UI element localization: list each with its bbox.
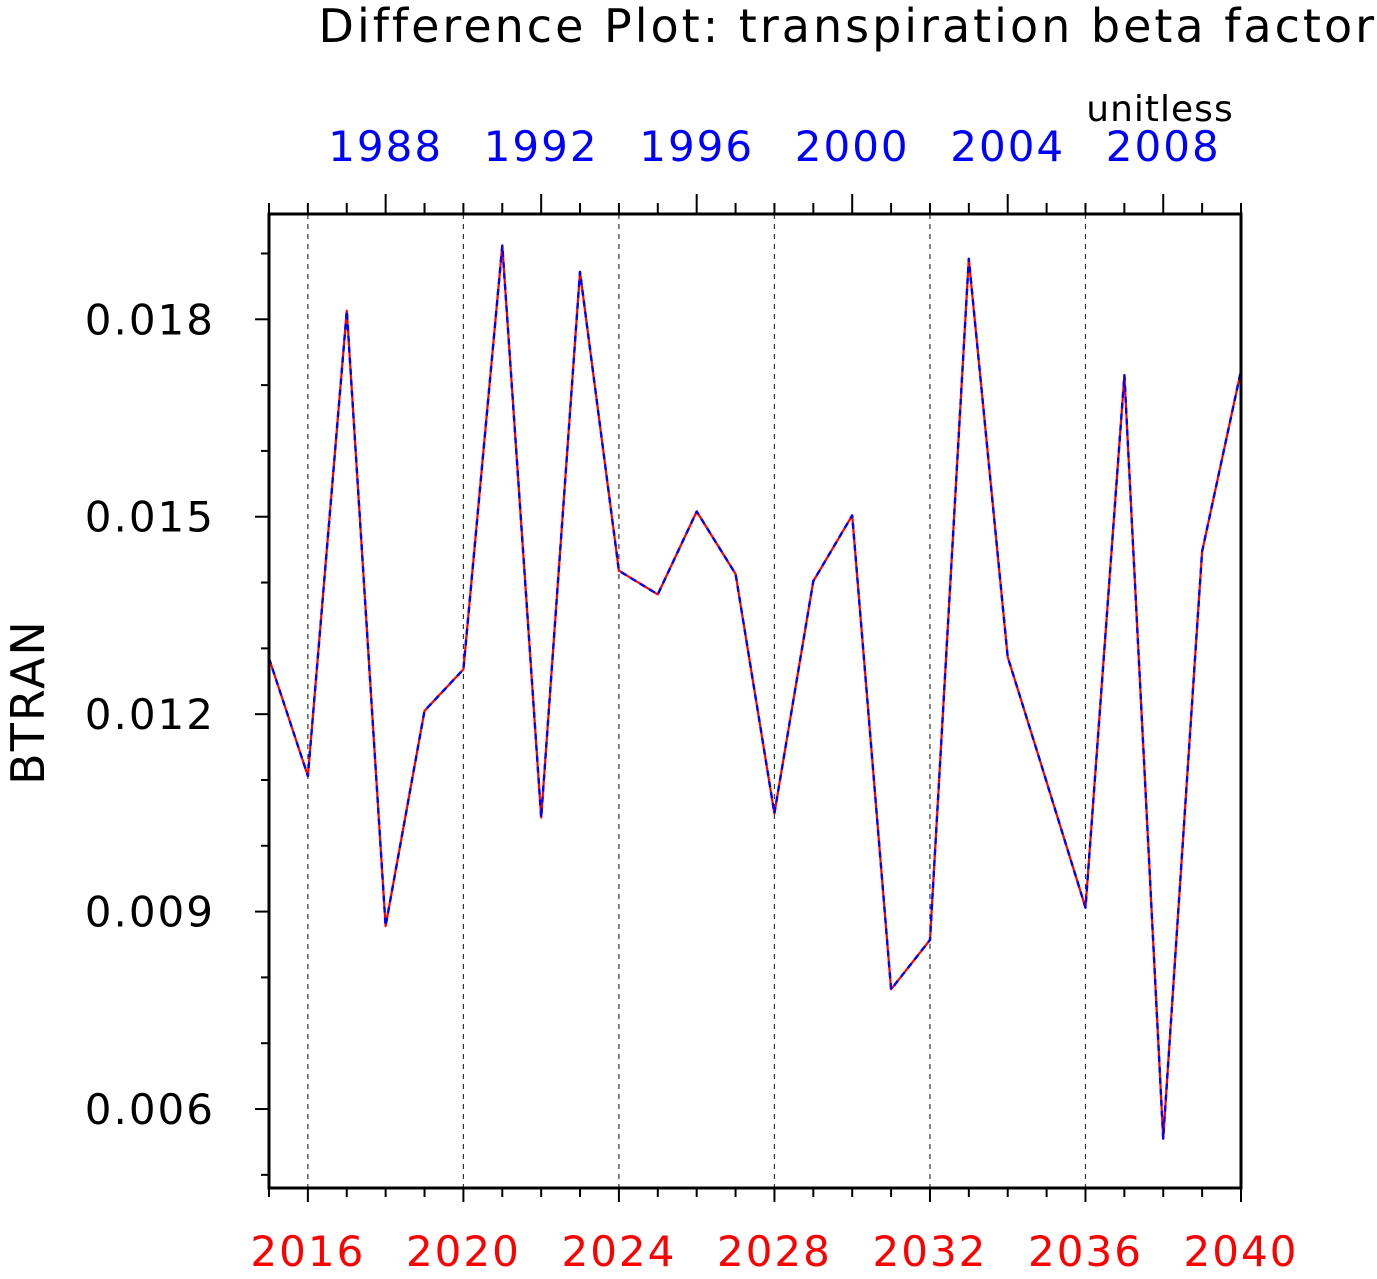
- y-axis-label: BTRAN: [1, 619, 55, 785]
- y-tick-label: 0.009: [85, 888, 215, 937]
- series-line-2: [267, 244, 1243, 1140]
- bottom-tick-label: 2020: [406, 1227, 521, 1276]
- y-tick-label: 0.015: [85, 493, 215, 542]
- grid-lines: [307, 214, 1087, 1188]
- bottom-tick-label: 2032: [873, 1227, 988, 1276]
- bottom-tick-label: 2040: [1184, 1227, 1299, 1276]
- y-tick-label: 0.012: [85, 690, 215, 739]
- top-tick-label: 1988: [328, 122, 443, 171]
- bottom-tick-label: 2024: [561, 1227, 676, 1276]
- bottom-tick-label: 2028: [717, 1227, 832, 1276]
- y-tick-label: 0.006: [85, 1085, 215, 1134]
- top-tick-label: 2008: [1106, 122, 1221, 171]
- units-label: unitless: [1086, 89, 1233, 130]
- axes: 0.006 0.009 0.012 0.015 0.018 2016 2020 2024 202…: [85, 122, 1299, 1276]
- top-tick-label: 1992: [484, 122, 599, 171]
- y-tick-label: 0.018: [85, 295, 215, 344]
- bottom-tick-label: 2016: [250, 1227, 365, 1276]
- plot-frame: [267, 212, 1243, 1190]
- top-tick-label: 1996: [639, 122, 754, 171]
- top-tick-label: 2000: [795, 122, 910, 171]
- top-tick-label: 2004: [950, 122, 1065, 171]
- bottom-tick-label: 2036: [1028, 1227, 1143, 1276]
- series-lines: [267, 244, 1243, 1140]
- series-line-1: [267, 244, 1243, 1140]
- chart-title: Difference Plot: transpiration beta fact…: [319, 0, 1377, 53]
